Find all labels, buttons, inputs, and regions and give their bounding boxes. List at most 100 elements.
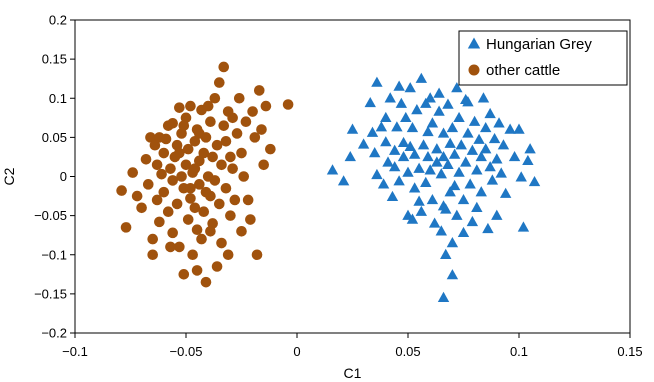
- hungarian-grey-point: [371, 168, 383, 180]
- other-cattle-point: [209, 175, 221, 186]
- hungarian-grey-point: [326, 164, 339, 175]
- other-cattle-point: [216, 159, 227, 171]
- series-other-cattle: [116, 61, 294, 288]
- other-cattle-point: [258, 159, 270, 171]
- other-cattle-point: [256, 124, 267, 135]
- y-tick-label: 0.05: [42, 130, 67, 145]
- other-cattle-point: [140, 153, 152, 165]
- hungarian-grey-point: [384, 92, 396, 103]
- hungarian-grey-point: [457, 193, 470, 205]
- legend: Hungarian Grey other cattle: [458, 30, 628, 86]
- other-cattle-point: [182, 214, 194, 225]
- y-tick-label: 0: [60, 169, 67, 184]
- other-cattle-point: [174, 102, 185, 113]
- other-cattle-point: [176, 171, 187, 182]
- hungarian-grey-point: [406, 213, 419, 224]
- other-cattle-point: [189, 202, 201, 214]
- x-axis-ticks: −0.1 −0.05 0 0.05 0.1 0.15: [62, 333, 643, 359]
- hungarian-grey-point: [424, 92, 436, 103]
- y-tick-label: −0.1: [41, 247, 67, 262]
- hungarian-grey-point: [440, 248, 452, 259]
- other-cattle-point: [227, 163, 238, 174]
- other-cattle-point: [185, 100, 196, 112]
- other-cattle-point: [180, 159, 192, 171]
- hungarian-grey-point: [480, 143, 492, 154]
- other-cattle-point: [218, 61, 230, 73]
- hungarian-grey-point: [444, 137, 456, 148]
- hungarian-grey-point: [504, 123, 516, 134]
- other-cattle-point: [238, 171, 250, 182]
- other-cattle-point: [253, 85, 265, 96]
- other-cattle-point: [240, 116, 252, 128]
- hungarian-grey-point: [393, 175, 405, 186]
- hungarian-grey-point: [344, 150, 356, 162]
- other-cattle-point: [154, 132, 165, 143]
- other-cattle-point: [216, 237, 227, 249]
- other-cattle-point: [162, 206, 174, 218]
- other-cattle-point: [222, 249, 234, 261]
- hungarian-grey-point: [457, 226, 470, 238]
- y-tick-label: −0.2: [41, 326, 67, 341]
- other-cattle-point: [171, 198, 183, 210]
- hungarian-grey-point: [471, 164, 483, 175]
- hungarian-grey-point: [422, 150, 434, 162]
- other-cattle-point: [142, 179, 154, 190]
- other-cattle-point: [136, 202, 147, 214]
- hungarian-grey-point: [477, 92, 490, 103]
- other-cattle-point: [225, 210, 236, 221]
- hungarian-grey-point: [455, 139, 467, 150]
- other-cattle-point: [225, 151, 236, 163]
- other-cattle-point: [282, 99, 294, 110]
- other-cattle-point: [198, 147, 210, 159]
- hungarian-grey-point: [402, 166, 414, 177]
- hungarian-grey-point: [397, 136, 410, 148]
- hungarian-grey-point: [493, 117, 505, 128]
- hungarian-grey-point: [420, 176, 432, 187]
- other-cattle-point: [218, 120, 230, 131]
- hungarian-grey-point: [491, 209, 503, 220]
- hungarian-grey-point: [386, 190, 399, 202]
- other-cattle-point: [189, 135, 201, 147]
- hungarian-grey-point: [446, 269, 459, 280]
- hungarian-grey-point: [482, 222, 494, 234]
- y-tick-label: 0.1: [49, 91, 67, 106]
- hungarian-grey-point: [404, 140, 416, 151]
- hungarian-grey-point: [417, 139, 430, 150]
- other-cattle-point: [187, 249, 198, 261]
- hungarian-grey-point: [408, 148, 421, 159]
- other-cattle-point: [167, 175, 178, 186]
- other-cattle-point: [209, 92, 221, 104]
- hungarian-grey-point: [435, 225, 447, 236]
- other-cattle-point: [265, 143, 276, 155]
- other-cattle-point: [205, 116, 216, 128]
- hungarian-grey-point: [488, 132, 501, 144]
- hungarian-grey-point: [448, 148, 461, 159]
- other-cattle-point: [116, 185, 127, 196]
- hungarian-grey-point: [446, 237, 459, 248]
- y-axis-ticks: −0.2 −0.15 −0.1 −0.05 0 0.05 0.1 0.15 0.2: [34, 13, 75, 341]
- hungarian-grey-point: [453, 166, 465, 177]
- legend-label-other-cattle: other cattle: [486, 62, 560, 79]
- other-cattle-point: [191, 224, 203, 236]
- other-cattle-point: [194, 179, 205, 190]
- other-cattle-point: [151, 194, 163, 206]
- x-tick-label: −0.1: [62, 344, 88, 359]
- other-cattle-point: [200, 186, 212, 198]
- hungarian-grey-point: [462, 127, 474, 138]
- hungarian-grey-point: [466, 144, 479, 155]
- hungarian-grey-point: [411, 103, 423, 115]
- other-cattle-point: [145, 132, 156, 143]
- hungarian-grey-point: [513, 123, 525, 134]
- hungarian-grey-point: [380, 136, 392, 147]
- y-tick-label: 0.2: [49, 13, 67, 28]
- x-tick-label: 0: [293, 344, 300, 359]
- hungarian-grey-point: [524, 143, 536, 154]
- hungarian-grey-point: [366, 126, 379, 137]
- other-cattle-point: [189, 163, 201, 174]
- hungarian-grey-point: [480, 121, 492, 133]
- x-tick-label: 0.05: [395, 344, 420, 359]
- hungarian-grey-point: [433, 105, 445, 116]
- other-cattle-point: [178, 269, 190, 280]
- other-cattle-point: [165, 163, 176, 174]
- hungarian-grey-point: [460, 156, 472, 167]
